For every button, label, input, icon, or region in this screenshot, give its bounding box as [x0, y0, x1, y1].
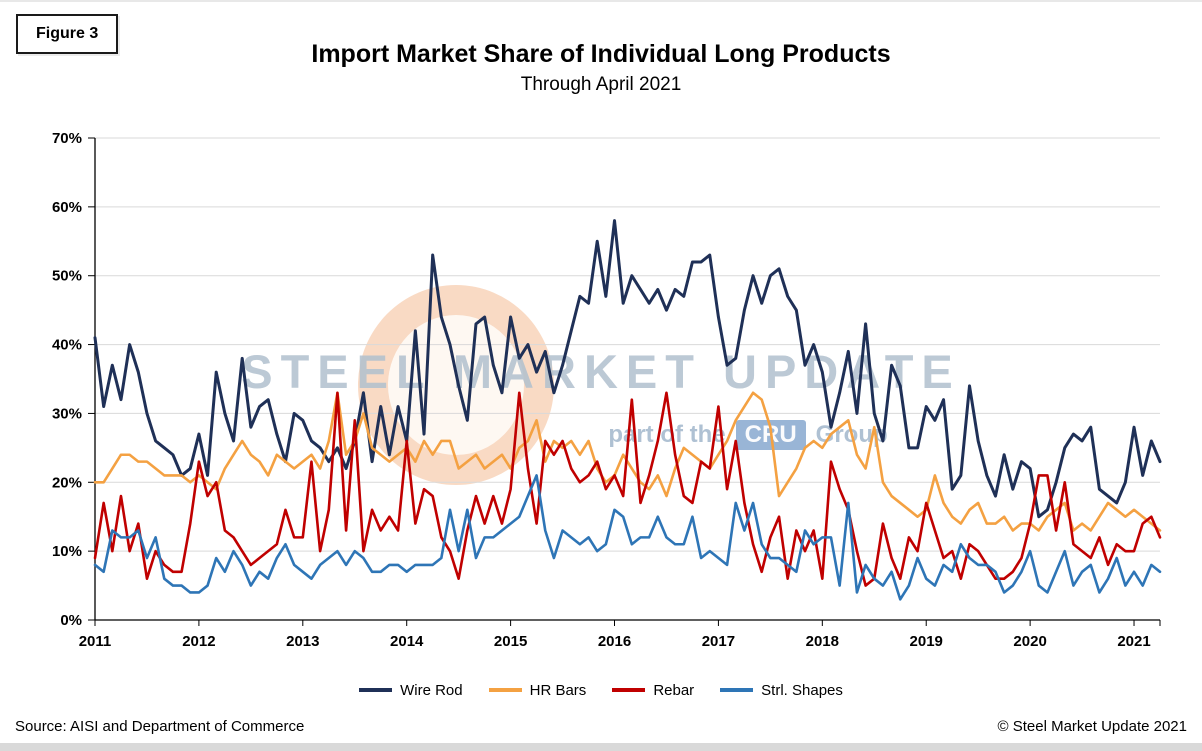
legend-label-wire-rod: Wire Rod	[400, 681, 463, 699]
legend-label-strl-shapes: Strl. Shapes	[761, 681, 843, 699]
legend-item-wire-rod: Wire Rod	[359, 682, 463, 699]
y-axis-label: 40%	[52, 337, 82, 354]
legend: Wire Rod HR Bars Rebar Strl. Shapes	[0, 676, 1202, 704]
bottom-border	[0, 743, 1202, 751]
y-axis-label: 50%	[52, 268, 82, 285]
x-axis-label: 2017	[702, 633, 735, 650]
x-axis-label: 2012	[182, 633, 215, 650]
y-axis-label: 30%	[52, 405, 82, 422]
copyright-note: © Steel Market Update 2021	[997, 718, 1188, 735]
figure-label: Figure 3	[16, 14, 119, 54]
y-axis-label: 20%	[52, 474, 82, 491]
wire-rod-line-swatch	[359, 688, 393, 692]
x-axis-label: 2013	[286, 633, 319, 650]
y-axis-label: 60%	[52, 199, 82, 216]
x-axis-label: 2018	[806, 633, 839, 650]
legend-label-rebar: Rebar	[653, 681, 695, 699]
legend-item-hr-bars: HR Bars	[488, 681, 587, 699]
y-axis-label: 0%	[60, 612, 82, 629]
legend-item-rebar: Rebar	[612, 682, 694, 699]
y-axis-label: 10%	[52, 543, 82, 560]
x-axis-label: 2021	[1117, 633, 1150, 650]
x-axis-label: 2011	[79, 633, 112, 650]
x-axis-label: 2015	[494, 633, 527, 650]
y-axis-label: 70%	[52, 130, 82, 147]
x-axis-label: 2014	[390, 633, 424, 650]
chart-subtitle: Through April 2021	[520, 74, 682, 95]
strl-shapes-line-swatch	[720, 688, 754, 692]
series-line-wire-rod	[93, 219, 1162, 519]
x-axis-label: 2019	[910, 633, 943, 650]
source-note: Source: AISI and Department of Commerce	[15, 718, 305, 735]
chart-area: STEEL MARKET UPDATE part of the CRU Grou…	[0, 120, 1202, 665]
figure-label-text: Figure 3	[36, 25, 99, 42]
legend-item-strl-shapes: Strl. Shapes	[720, 682, 843, 699]
rebar-line-swatch	[612, 688, 646, 692]
x-axis-label: 2020	[1013, 633, 1046, 650]
top-border	[0, 0, 1202, 2]
series-line-rebar	[93, 391, 1162, 587]
legend-label-hr-bars: HR Bars	[529, 681, 587, 699]
title-block: Import Market Share of Individual Long P…	[0, 40, 1202, 96]
chart-title: Import Market Share of Individual Long P…	[311, 40, 891, 68]
hr-bars-line-swatch	[488, 688, 522, 692]
x-axis-label: 2016	[598, 633, 631, 650]
series-line-strl-shapes	[93, 474, 1162, 601]
line-chart: 0% 10% 20% 30% 40% 50% 60% 70% 2011 2012 2013 2014 2…	[52, 130, 1162, 650]
footer: Source: AISI and Department of Commerce …	[0, 718, 1202, 735]
